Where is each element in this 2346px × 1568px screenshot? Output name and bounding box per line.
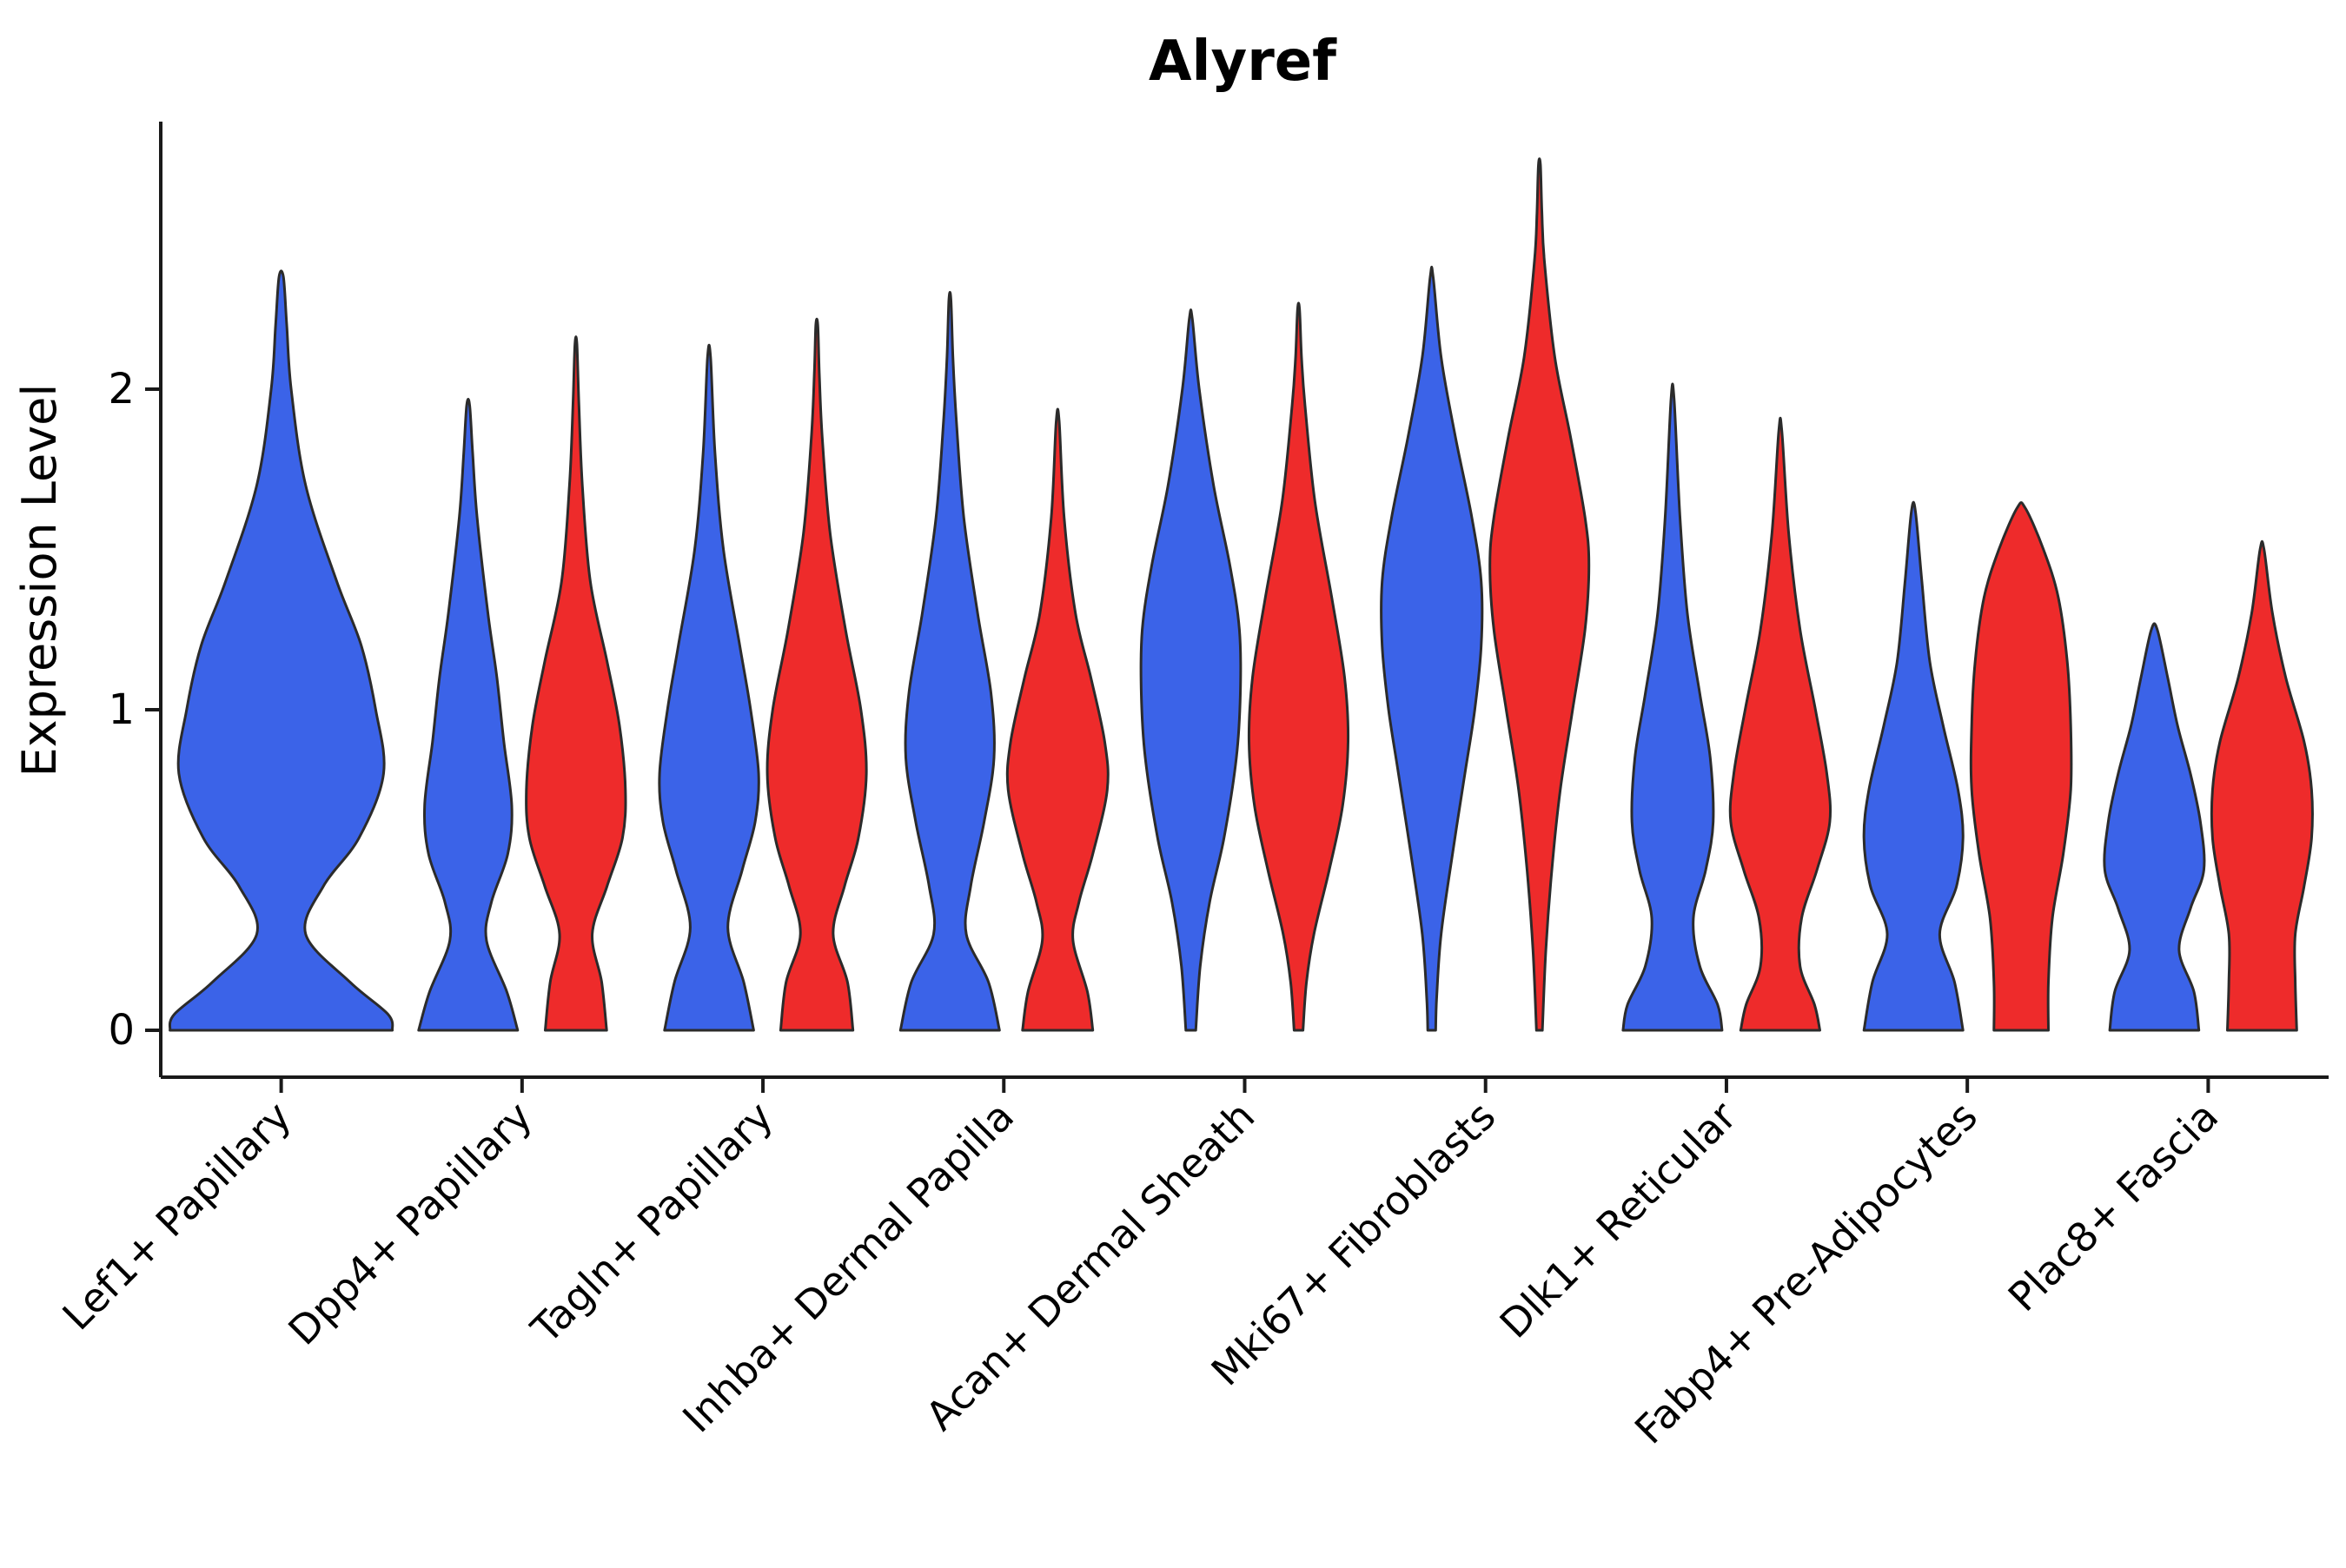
y-tick-label: 2: [108, 365, 135, 414]
violin-fabp4-pre-adipocytes-red: [1969, 501, 2073, 1032]
violin-dlk1-reticular-red: [1728, 416, 1832, 1032]
violin-inhba-dermal-papilla-blue: [898, 290, 1001, 1032]
violin-acan-dermal-sheath-red: [1247, 301, 1350, 1032]
violin-inhba-dermal-papilla-red: [1005, 407, 1110, 1032]
x-tick-label: Lef1+ Papillary: [53, 1093, 300, 1340]
violin-tagln-papillary-red: [765, 317, 868, 1032]
violin-tagln-papillary-blue: [658, 343, 760, 1032]
x-tick-label: Plac8+ Fascia: [1999, 1093, 2227, 1320]
violin-mki67-fibroblasts-blue: [1380, 265, 1484, 1032]
x-tick-label: Dpp4+ Papillary: [279, 1093, 540, 1354]
y-tick-label: 1: [108, 685, 135, 734]
y-tick-label: 0: [108, 1006, 135, 1055]
violin-plac8-fascia-red: [2210, 539, 2314, 1032]
violin-dpp4-papillary-blue: [417, 398, 520, 1032]
violin-dpp4-papillary-red: [525, 335, 627, 1032]
violin-acan-dermal-sheath-blue: [1139, 308, 1243, 1032]
violin-dlk1-reticular-blue: [1621, 382, 1724, 1032]
chart-title: Alyref: [1149, 30, 1337, 94]
violin-plac8-fascia-blue: [2103, 622, 2206, 1032]
x-tick-label: Dlk1+ Reticular: [1491, 1093, 1746, 1347]
violin-lef1-papillary-blue: [168, 269, 394, 1032]
violin-fabp4-pre-adipocytes-blue: [1862, 500, 1965, 1032]
x-tick-label: Tagln+ Papillary: [521, 1093, 782, 1353]
y-axis-label: Expression Level: [12, 384, 67, 777]
violin-mki67-fibroblasts-red: [1488, 157, 1591, 1032]
